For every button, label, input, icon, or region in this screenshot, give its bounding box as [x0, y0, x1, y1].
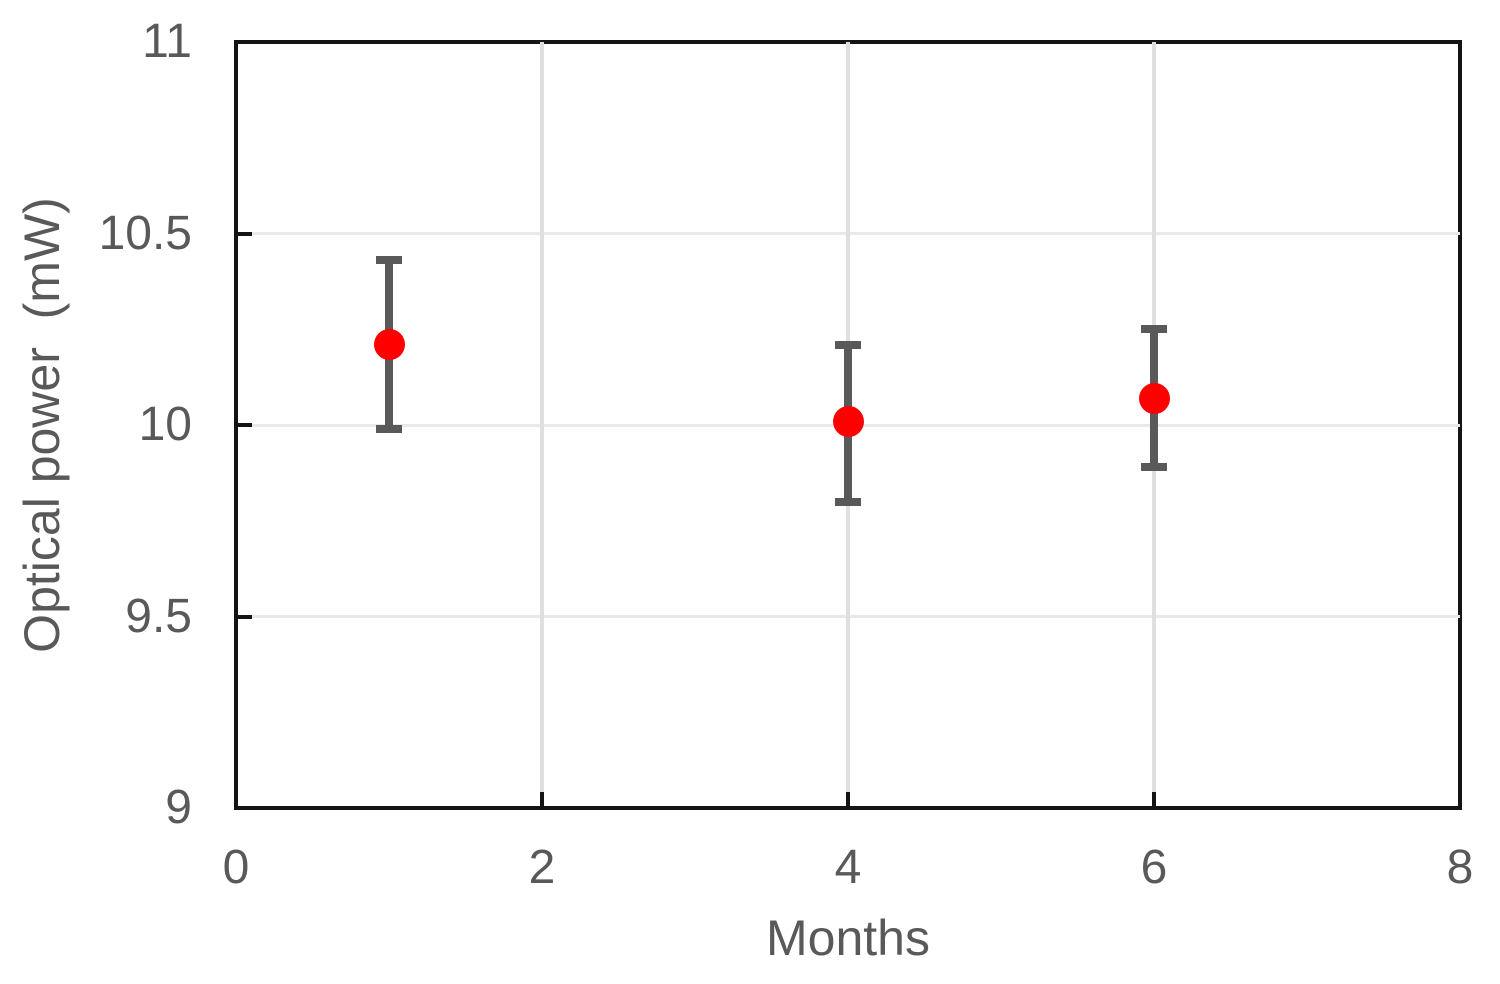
y-tick-label: 10	[138, 398, 192, 451]
data-point-marker	[1138, 382, 1170, 414]
y-tick-label: 10.5	[98, 206, 192, 260]
x-tick-label: 2	[528, 841, 556, 894]
y-axis-tick	[236, 423, 252, 427]
plot-area	[236, 42, 1460, 808]
x-axis-title: Months	[766, 910, 930, 966]
x-axis-tick	[1152, 792, 1156, 808]
data-point-marker	[373, 329, 405, 361]
error-bar-cap-top	[835, 340, 861, 349]
error-bar-cap-top	[376, 256, 402, 265]
error-bar-cap-bottom	[835, 497, 861, 506]
error-bar-cap-bottom	[376, 424, 402, 433]
gridline-vertical	[540, 42, 544, 808]
x-axis-tick	[846, 792, 850, 808]
x-axis-tick	[540, 792, 544, 808]
x-tick-label: 0	[222, 841, 250, 894]
x-tick-label: 4	[834, 841, 862, 894]
y-axis-tick	[236, 231, 252, 236]
y-tick-label: 9	[165, 781, 192, 834]
y-tick-label: 11	[142, 15, 192, 68]
y-tick-label: 9.5	[125, 589, 192, 643]
error-bar-cap-bottom	[1141, 463, 1167, 472]
y-axis-tick	[236, 614, 252, 619]
data-point-marker	[832, 405, 864, 437]
x-tick-label: 6	[1140, 841, 1168, 894]
x-tick-label: 8	[1446, 841, 1474, 894]
error-bar-cap-top	[1141, 325, 1167, 334]
